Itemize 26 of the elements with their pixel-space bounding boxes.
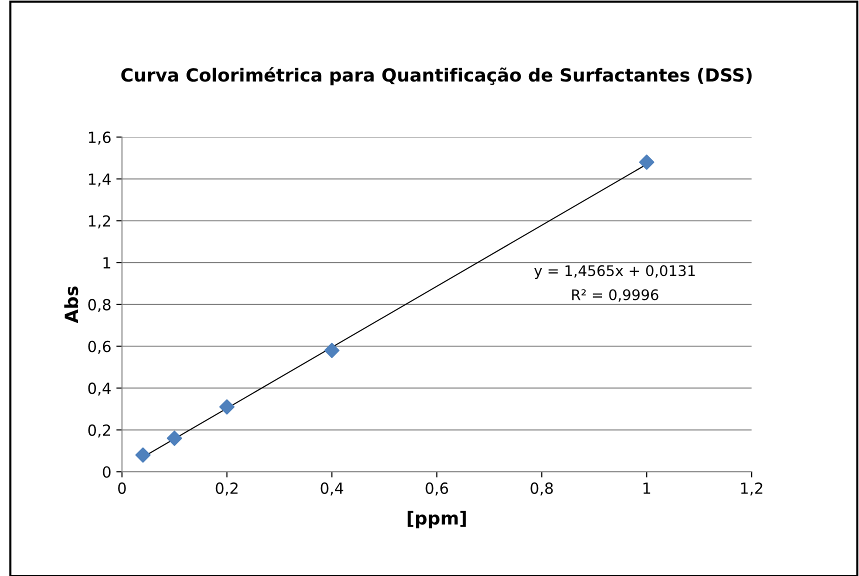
y-tick-label: 1 <box>104 257 110 268</box>
annotation: y = 1,4565x + 0,0131 <box>534 265 695 280</box>
annotation: R² = 0,9996 <box>572 289 658 302</box>
x-tick-label: 1 <box>644 482 650 494</box>
y-tick-label: 1,4 <box>88 174 111 186</box>
point <box>166 430 182 446</box>
x-tick-label: 0,8 <box>530 482 553 496</box>
x-tick-label: 0,2 <box>216 482 238 496</box>
point <box>324 342 340 358</box>
y-tick-label: 0,6 <box>88 340 111 354</box>
point <box>135 447 151 463</box>
point <box>639 154 654 170</box>
y-tick-label: 0,4 <box>88 382 111 396</box>
x-tick-label: 1,2 <box>741 482 762 496</box>
x-tick-label: 0,4 <box>320 482 344 496</box>
y-tick-label: 1,6 <box>88 132 111 145</box>
x-tick-label: 0 <box>118 482 126 494</box>
chart-title: Curva Colorimétrica para Quantificação de Surfactantes (DSS) <box>121 67 752 86</box>
y-tick-label: 0 <box>102 466 111 478</box>
y-tick-label: 1,2 <box>88 215 110 228</box>
x-axis-title: [ppm] <box>408 510 466 528</box>
point <box>219 399 235 415</box>
y-tick-label: 0,2 <box>88 424 110 438</box>
y-tick-label: 0,8 <box>88 298 111 312</box>
x-tick-label: 0,6 <box>426 482 448 496</box>
y-axis-title: Abs <box>64 286 78 324</box>
